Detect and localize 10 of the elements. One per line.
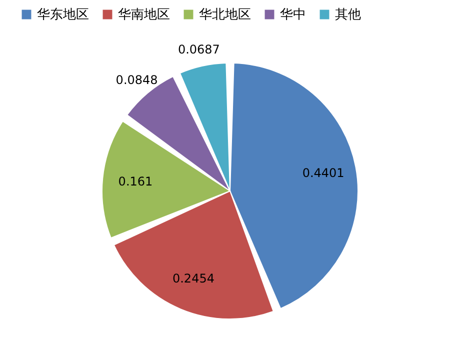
data-label: 0.161 xyxy=(118,174,153,188)
legend-label: 华南地区 xyxy=(118,8,170,23)
legend-label: 华北地区 xyxy=(199,8,251,23)
data-label: 0.0848 xyxy=(116,72,158,87)
data-label: 0.4401 xyxy=(302,166,344,180)
data-label: 0.2454 xyxy=(172,272,214,286)
legend-label: 其他 xyxy=(335,8,361,23)
legend-label: 华东地区 xyxy=(37,8,89,23)
data-label: 0.0687 xyxy=(178,42,220,56)
legend-label: 华中 xyxy=(280,8,306,23)
